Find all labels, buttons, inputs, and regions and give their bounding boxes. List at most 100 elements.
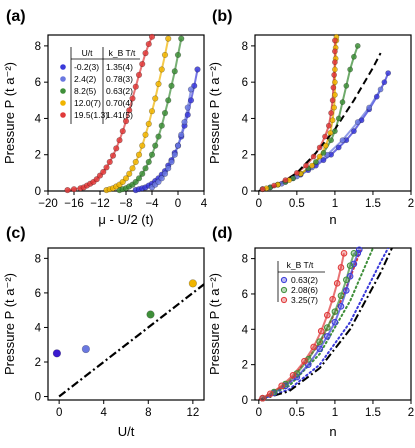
data-point — [337, 264, 345, 271]
fit-curve — [262, 40, 336, 191]
data-point — [351, 53, 357, 60]
y-tick-label: 0 — [35, 392, 41, 404]
data-point — [132, 83, 139, 90]
panel-b: (b) n Pressure P (t a⁻²) 0 0.5 1 1.5 2 0 2 4 6 8 — [207, 8, 414, 227]
legend-marker — [280, 296, 288, 304]
data-point — [148, 33, 156, 40]
panel-c: (c) U/t Pressure P (t a⁻²) 0 4 8 12 0 2 4 6 8 — [2, 225, 205, 439]
data-point — [331, 104, 338, 111]
data-point — [278, 382, 285, 390]
data-point — [52, 349, 62, 358]
y-tick-label: 6 — [35, 288, 41, 300]
y-tick-label: 8 — [242, 41, 248, 53]
data-point — [129, 95, 136, 102]
data-point — [289, 371, 297, 379]
y-tick-label: 6 — [35, 77, 41, 89]
legend-marker — [60, 64, 66, 70]
data-point — [266, 390, 274, 398]
legend-marker — [60, 100, 66, 106]
x-tick-label: 2 — [408, 407, 414, 419]
data-point — [158, 122, 165, 129]
data-point — [152, 95, 159, 102]
data-point — [323, 311, 331, 319]
data-point — [332, 91, 338, 98]
x-tick-label: 0.5 — [289, 198, 305, 210]
panel-a-legend: U/t k_B T/t -0.2(3) 1.35(4) 2.4(2) 0.78(3) 8… — [60, 47, 140, 124]
data-point — [310, 153, 317, 160]
data-point — [337, 303, 345, 310]
data-point — [335, 115, 342, 122]
panel-d-points — [259, 246, 363, 402]
panel-a-xlabel: μ - U/2 (t) — [98, 212, 153, 227]
data-point — [165, 165, 172, 172]
legend-marker — [280, 286, 288, 294]
data-point — [332, 128, 338, 135]
data-point — [191, 82, 198, 89]
data-point — [312, 159, 319, 165]
panel-d-ylabel: Pressure P (t a⁻²) — [207, 273, 222, 375]
data-point — [331, 72, 338, 78]
data-point — [323, 333, 331, 340]
data-point — [174, 142, 182, 149]
data-point — [377, 86, 384, 93]
panel-a: (a) μ - U/2 (t) Pressure P (t a⁻²) −20 −1… — [2, 8, 208, 227]
data-point — [145, 40, 152, 48]
legend-label: 2.08(6) — [291, 285, 318, 295]
y-tick-label: 0 — [242, 395, 248, 407]
data-point — [178, 35, 185, 42]
panel-d-xlabel: n — [329, 424, 336, 439]
data-point — [155, 178, 162, 186]
data-point — [161, 170, 169, 177]
x-tick-label: −4 — [145, 198, 159, 210]
data-point — [139, 142, 146, 149]
x-tick-label: 4 — [201, 198, 208, 210]
data-point — [135, 71, 143, 79]
legend-label: 3.25(7) — [291, 295, 318, 305]
data-point — [351, 128, 357, 135]
data-point — [194, 66, 201, 73]
data-point — [350, 250, 358, 257]
data-point — [346, 262, 354, 269]
panel-c-ylabel: Pressure P (t a⁻²) — [2, 273, 17, 375]
data-point — [142, 165, 149, 172]
panel-a-ticks: −20 −16 −12 −8 −4 0 4 0 2 4 6 8 — [35, 41, 208, 210]
legend-u-value: 8.2(5) — [74, 86, 96, 96]
legend-d-header: k_B T/t — [287, 260, 314, 270]
legend-marker — [60, 76, 66, 82]
data-point — [184, 104, 191, 111]
data-point — [343, 82, 350, 89]
data-point — [282, 177, 289, 184]
x-tick-label: 0.5 — [289, 407, 305, 419]
data-point — [316, 153, 323, 160]
data-point — [139, 170, 146, 177]
x-tick-label: 0 — [256, 407, 262, 419]
data-point — [142, 131, 149, 138]
legend-t-value: 1.35(4) — [106, 62, 133, 72]
data-point — [158, 66, 165, 73]
legend-u-value: 2.4(2) — [74, 74, 96, 84]
data-point — [135, 175, 143, 182]
data-point — [148, 151, 156, 158]
legend-t-value: 1.41(5) — [106, 110, 133, 120]
reference-line — [58, 283, 204, 398]
data-point — [145, 158, 152, 166]
data-point — [259, 394, 266, 402]
fit-curve — [262, 72, 390, 191]
y-tick-label: 2 — [35, 357, 41, 369]
panel-a-ylabel: Pressure P (t a⁻²) — [2, 62, 17, 164]
legend-a-rows: -0.2(3) 1.35(4) 2.4(2) 0.78(3) 8.2(5) 0.63(2)… — [60, 62, 133, 120]
data-point — [184, 111, 191, 118]
data-point — [158, 175, 165, 182]
dotted-curve — [257, 248, 363, 400]
y-tick-label: 8 — [35, 253, 41, 265]
panel-b-xlabel: n — [329, 212, 336, 227]
data-point — [328, 110, 334, 116]
data-point — [135, 151, 143, 158]
data-point — [316, 144, 323, 151]
y-tick-label: 6 — [242, 289, 248, 301]
data-point — [152, 142, 159, 149]
data-point — [340, 250, 348, 257]
data-point — [93, 176, 100, 183]
data-point — [113, 145, 120, 152]
data-point — [373, 93, 380, 100]
